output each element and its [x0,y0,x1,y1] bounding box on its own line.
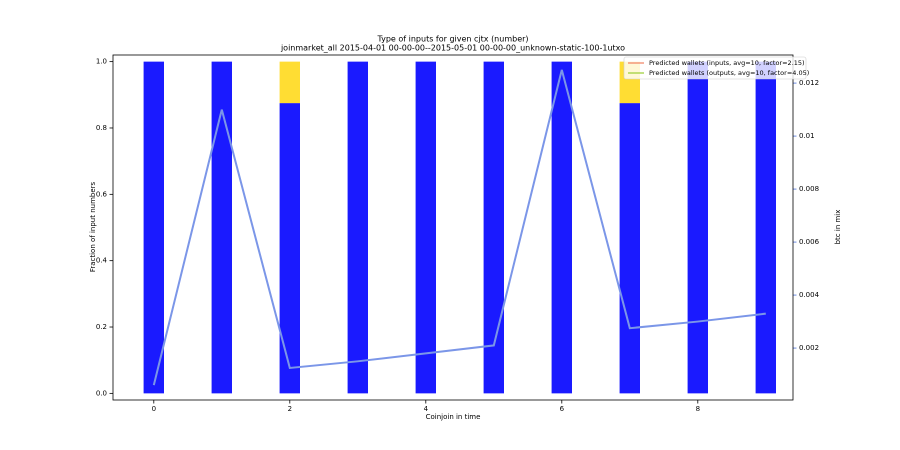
y-tick-label: 0.4 [96,257,108,265]
y-tick-label: 0.0 [96,389,107,397]
y-tick-label: 0.6 [96,190,108,198]
y2-tick-label: 0.01 [799,132,815,140]
x-tick-label: 0 [152,405,156,413]
bar [415,61,436,394]
y2-tick-label: 0.012 [799,79,819,87]
bar [347,61,368,394]
y-tick-label: 1.0 [96,58,107,66]
y-tick-label: 0.2 [96,323,107,331]
legend-label: Predicted wallets (inputs, avg=10, facto… [649,59,805,67]
bar [483,61,504,394]
bar [279,61,300,104]
y2-tick-label: 0.002 [799,344,819,352]
x-tick-label: 2 [288,405,292,413]
y2-axis-label: btc in mix [834,210,842,245]
bar [687,61,708,394]
legend-label: Predicted wallets (outputs, avg=10, fact… [649,69,809,77]
x-tick-label: 6 [560,405,565,413]
bar [551,61,572,394]
x-tick-label: 4 [424,405,429,413]
x-axis-label: Coinjoin in time [426,413,481,421]
legend-box [623,56,807,80]
line [152,69,766,386]
chart-title: Type of inputs for given cjtx (number) [376,35,528,44]
x-tick-label: 8 [696,405,700,413]
bar [619,103,640,394]
plot-frame [112,54,794,401]
bar [143,61,164,394]
bar [279,103,300,394]
bar [211,61,232,394]
y2-tick-label: 0.006 [799,238,820,246]
y2-tick-label: 0.008 [799,185,819,193]
y2-tick-label: 0.004 [799,291,820,299]
bar [755,61,776,394]
y-axis-label: Fraction of input numbers [89,181,97,272]
chart-subtitle: joinmarket_all 2015-04-01 00-00-00--2015… [280,44,625,53]
y-tick-label: 0.8 [96,124,107,132]
